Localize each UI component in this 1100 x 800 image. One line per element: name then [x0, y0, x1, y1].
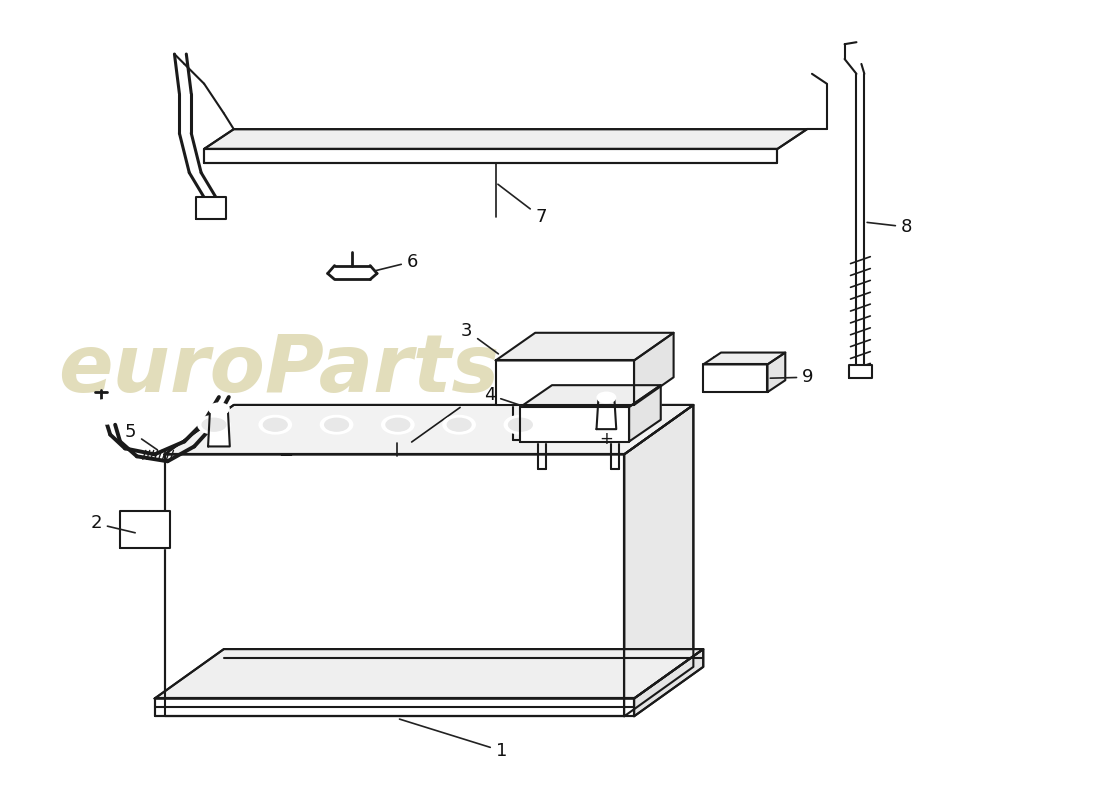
Text: 5: 5 — [125, 422, 157, 450]
Polygon shape — [596, 398, 616, 429]
Text: 9: 9 — [770, 368, 814, 386]
Ellipse shape — [198, 416, 230, 434]
Polygon shape — [496, 361, 634, 405]
Ellipse shape — [97, 406, 114, 418]
Polygon shape — [624, 405, 693, 716]
Text: 2: 2 — [90, 514, 135, 533]
Ellipse shape — [321, 416, 352, 434]
Text: 6: 6 — [375, 253, 418, 271]
Text: 7: 7 — [498, 184, 547, 226]
Ellipse shape — [443, 416, 475, 434]
Polygon shape — [165, 405, 693, 454]
Polygon shape — [634, 333, 673, 405]
Text: euroParts: euroParts — [57, 331, 499, 410]
Polygon shape — [196, 198, 225, 219]
Ellipse shape — [505, 416, 536, 434]
Polygon shape — [703, 353, 785, 365]
Ellipse shape — [263, 418, 287, 431]
Ellipse shape — [597, 393, 615, 402]
Polygon shape — [703, 365, 768, 392]
Polygon shape — [208, 409, 230, 446]
Polygon shape — [634, 649, 703, 716]
Text: 3: 3 — [461, 322, 498, 354]
Polygon shape — [520, 407, 629, 442]
Polygon shape — [205, 149, 778, 162]
Ellipse shape — [343, 525, 450, 641]
Polygon shape — [155, 698, 634, 716]
Polygon shape — [768, 353, 785, 392]
Polygon shape — [848, 366, 872, 378]
Polygon shape — [165, 454, 624, 716]
Polygon shape — [205, 129, 807, 149]
Text: 1: 1 — [399, 719, 507, 760]
Polygon shape — [155, 649, 703, 698]
Text: a passion for parts: a passion for parts — [230, 428, 584, 461]
Text: −: − — [278, 447, 294, 466]
Text: since 1985: since 1985 — [431, 490, 600, 518]
Text: 8: 8 — [867, 218, 912, 236]
Ellipse shape — [209, 403, 229, 414]
Polygon shape — [120, 510, 169, 548]
Ellipse shape — [260, 416, 292, 434]
Ellipse shape — [448, 418, 471, 431]
Ellipse shape — [324, 418, 349, 431]
Ellipse shape — [89, 400, 121, 424]
Text: 4: 4 — [484, 386, 522, 406]
Polygon shape — [496, 333, 673, 361]
Polygon shape — [629, 385, 661, 442]
Ellipse shape — [382, 416, 414, 434]
Ellipse shape — [508, 418, 532, 431]
Ellipse shape — [386, 418, 409, 431]
Text: +: + — [600, 430, 614, 448]
Polygon shape — [520, 385, 661, 407]
Ellipse shape — [206, 203, 216, 213]
Ellipse shape — [202, 418, 226, 431]
